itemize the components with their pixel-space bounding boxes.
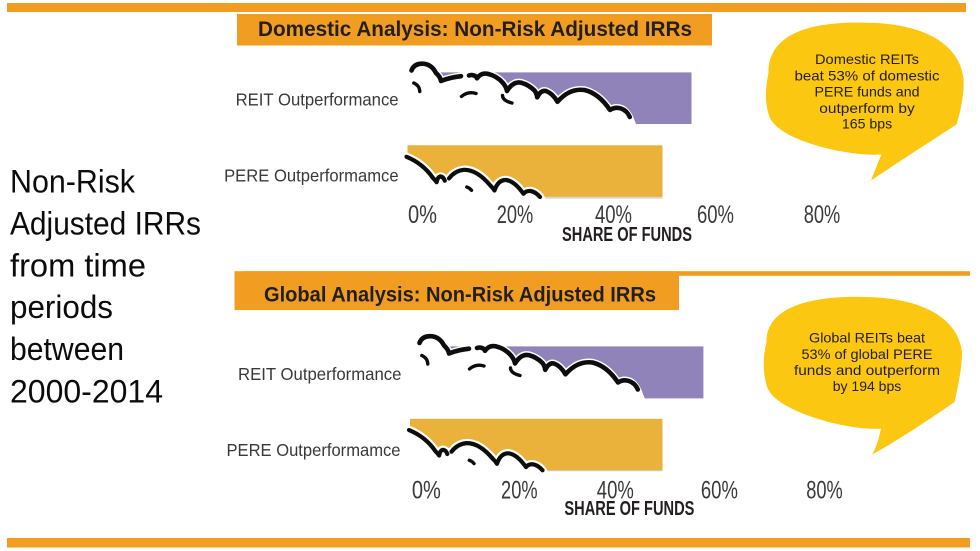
svg-text:REIT Outperformance: REIT Outperformance <box>236 90 399 110</box>
svg-text:periods: periods <box>10 289 113 325</box>
svg-text:PERE funds and: PERE funds and <box>815 84 920 100</box>
svg-text:20%: 20% <box>501 477 538 505</box>
svg-text:Global REITs beat: Global REITs beat <box>809 330 925 346</box>
svg-text:165 bps: 165 bps <box>842 116 892 132</box>
svg-text:60%: 60% <box>701 477 738 505</box>
svg-text:20%: 20% <box>497 201 534 229</box>
svg-text:60%: 60% <box>697 201 734 229</box>
svg-text:Adjusted IRRs: Adjusted IRRs <box>10 205 201 241</box>
svg-text:0%: 0% <box>412 477 441 505</box>
svg-text:80%: 80% <box>806 477 843 505</box>
svg-text:80%: 80% <box>804 201 841 229</box>
svg-text:Non-Risk: Non-Risk <box>10 164 136 200</box>
svg-text:SHARE OF FUNDS: SHARE OF FUNDS <box>562 224 692 246</box>
svg-text:SHARE OF FUNDS: SHARE OF FUNDS <box>564 498 694 520</box>
svg-text:from time: from time <box>10 247 146 283</box>
svg-text:2000-2014: 2000-2014 <box>10 374 163 410</box>
svg-text:40%: 40% <box>595 201 632 229</box>
svg-text:53% of global PERE: 53% of global PERE <box>802 346 933 362</box>
svg-text:REIT Outperformance: REIT Outperformance <box>238 364 402 384</box>
svg-text:Domestic REITs: Domestic REITs <box>815 51 919 67</box>
svg-text:Global Analysis: Non-Risk Adju: Global Analysis: Non-Risk Adjusted IRRs <box>264 284 656 307</box>
svg-text:PERE Outperformamce: PERE Outperformamce <box>227 440 401 460</box>
svg-text:PERE Outperformamce: PERE Outperformamce <box>224 165 399 185</box>
svg-text:by 194 bps: by 194 bps <box>833 378 902 394</box>
svg-text:outperform by: outperform by <box>819 100 914 116</box>
svg-text:between: between <box>10 331 124 367</box>
svg-text:Domestic Analysis: Non-Risk Ad: Domestic Analysis: Non-Risk Adjusted IRR… <box>258 18 692 41</box>
svg-text:beat 53% of domestic: beat 53% of domestic <box>795 67 940 83</box>
svg-text:funds and outperform: funds and outperform <box>794 362 940 378</box>
svg-text:40%: 40% <box>597 477 634 505</box>
svg-text:0%: 0% <box>408 201 437 229</box>
